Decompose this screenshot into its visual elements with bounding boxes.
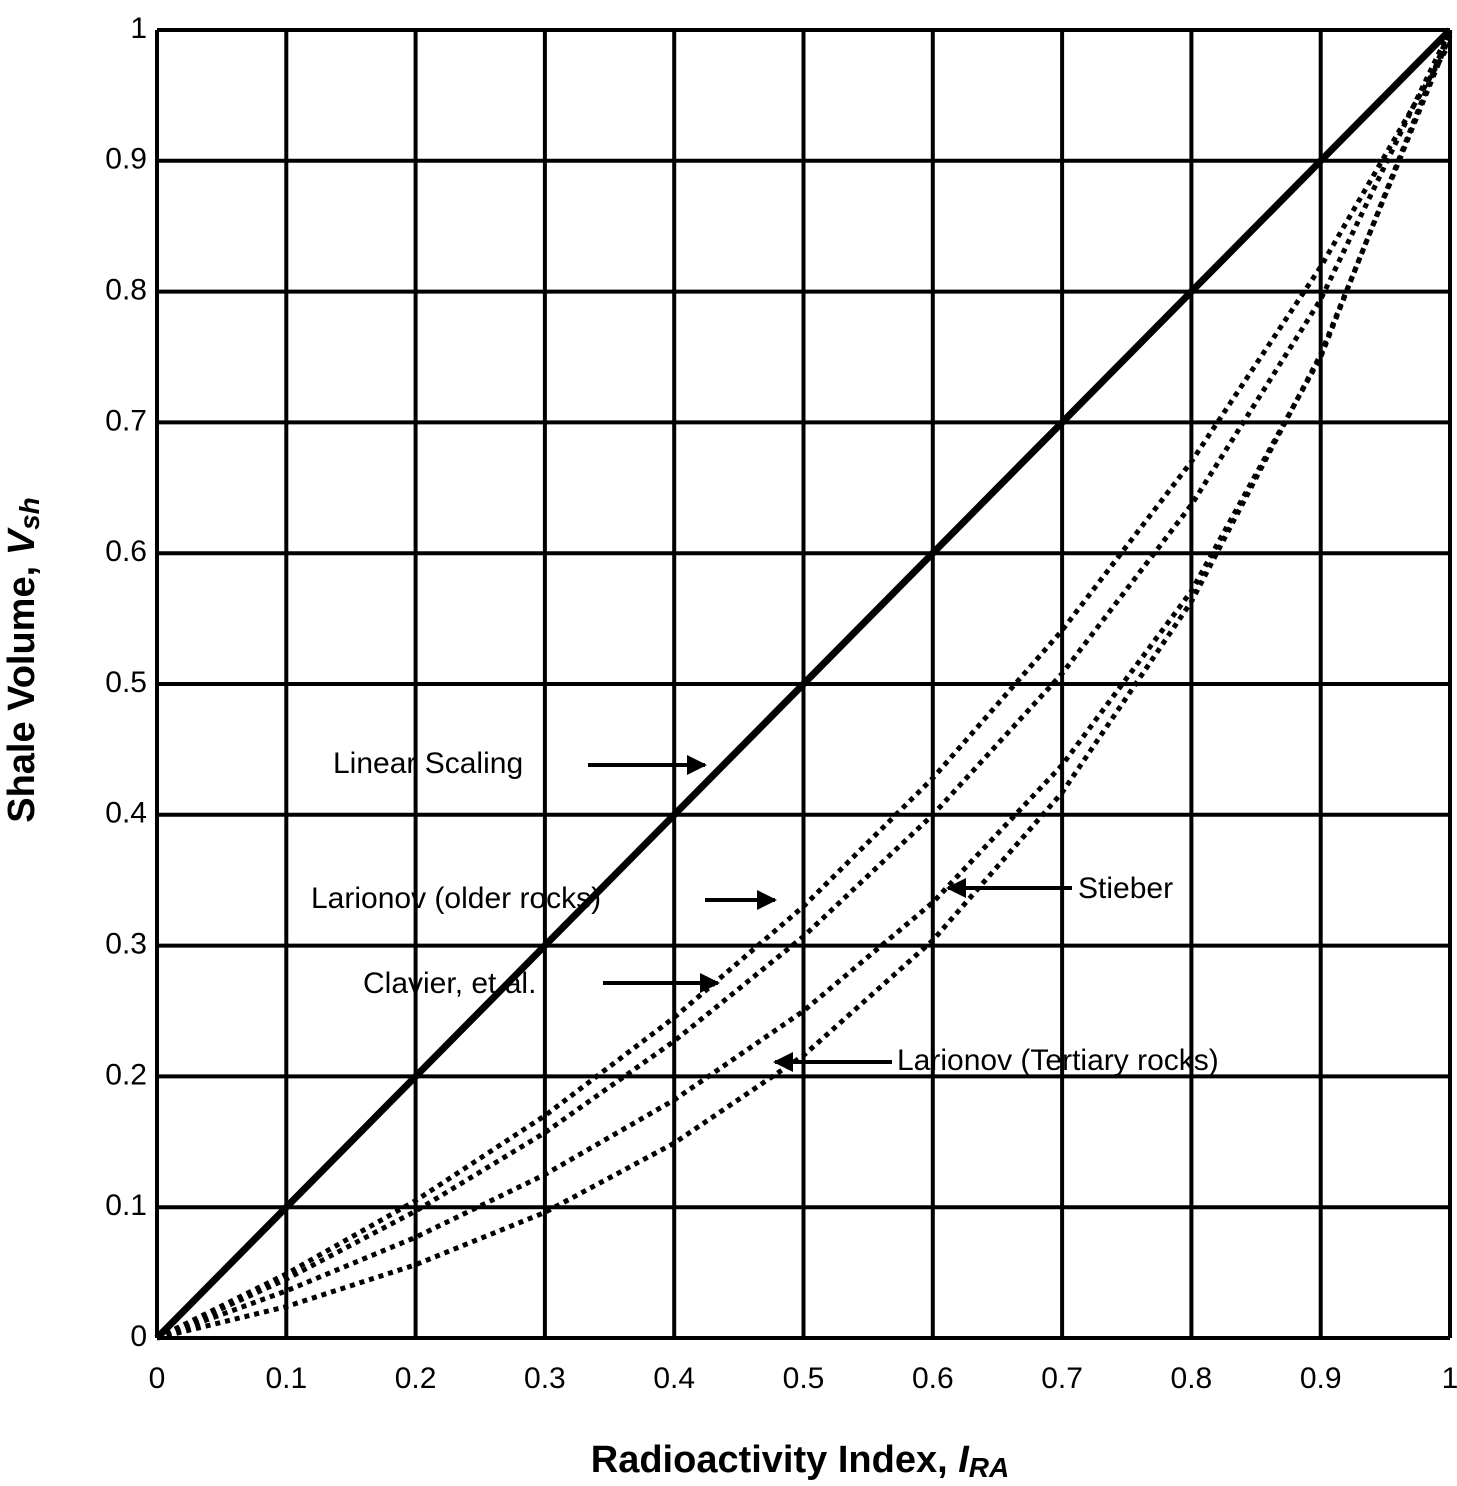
series-label: Clavier, et al.	[363, 967, 536, 1000]
series-line	[155, 28, 1453, 1341]
y-label-text: Shale Volume,	[1, 555, 43, 822]
annotation-arrows	[588, 755, 1072, 1072]
y-tick-label: 0.4	[105, 797, 147, 830]
y-axis-label: Shale Volume, Vsh	[1, 497, 45, 823]
y-tick-label: 0.8	[105, 274, 147, 307]
y-tick-label: 0.2	[105, 1058, 147, 1091]
x-tick-label: 0.9	[1300, 1362, 1342, 1395]
y-label-symbol: V	[1, 527, 43, 555]
x-tick-label: 0.5	[783, 1362, 825, 1395]
series-label: Stieber	[1078, 872, 1173, 905]
y-tick-label: 1	[130, 12, 147, 45]
x-tick-label: 0.3	[524, 1362, 566, 1395]
x-tick-label: 0.6	[912, 1362, 954, 1395]
y-tick-label: 0.9	[105, 143, 147, 176]
x-tick-label: 1	[1442, 1362, 1457, 1395]
x-tick-label: 0.7	[1041, 1362, 1083, 1395]
y-tick-label: 0.3	[105, 928, 147, 961]
y-tick-label: 0.6	[105, 535, 147, 568]
x-label-subscript: RA	[969, 1452, 1009, 1483]
x-tick-label: 0.1	[265, 1362, 307, 1395]
x-tick-label: 0.2	[395, 1362, 437, 1395]
series-label: Linear Scaling	[333, 747, 523, 780]
series-line	[155, 41, 1453, 1341]
y-tick-label: 0.1	[105, 1189, 147, 1222]
y-tick-label: 0	[130, 1320, 147, 1353]
series-line	[156, 29, 1453, 1341]
x-axis-label: Radioactivity Index, IRA	[591, 1439, 1009, 1483]
x-label-symbol: I	[958, 1439, 970, 1481]
series-label: Larionov (Tertiary rocks)	[897, 1044, 1219, 1077]
x-tick-label: 0.4	[653, 1362, 695, 1395]
y-tick-label: 0.5	[105, 666, 147, 699]
series-line	[156, 34, 1453, 1341]
x-tick-label: 0.8	[1171, 1362, 1213, 1395]
y-tick-label: 0.7	[105, 404, 147, 437]
x-tick-label: 0	[149, 1362, 166, 1395]
series-label: Larionov (older rocks)	[311, 882, 601, 915]
x-label-text: Radioactivity Index,	[591, 1439, 958, 1481]
y-label-subscript: sh	[14, 497, 45, 530]
series-line	[154, 27, 1453, 1341]
